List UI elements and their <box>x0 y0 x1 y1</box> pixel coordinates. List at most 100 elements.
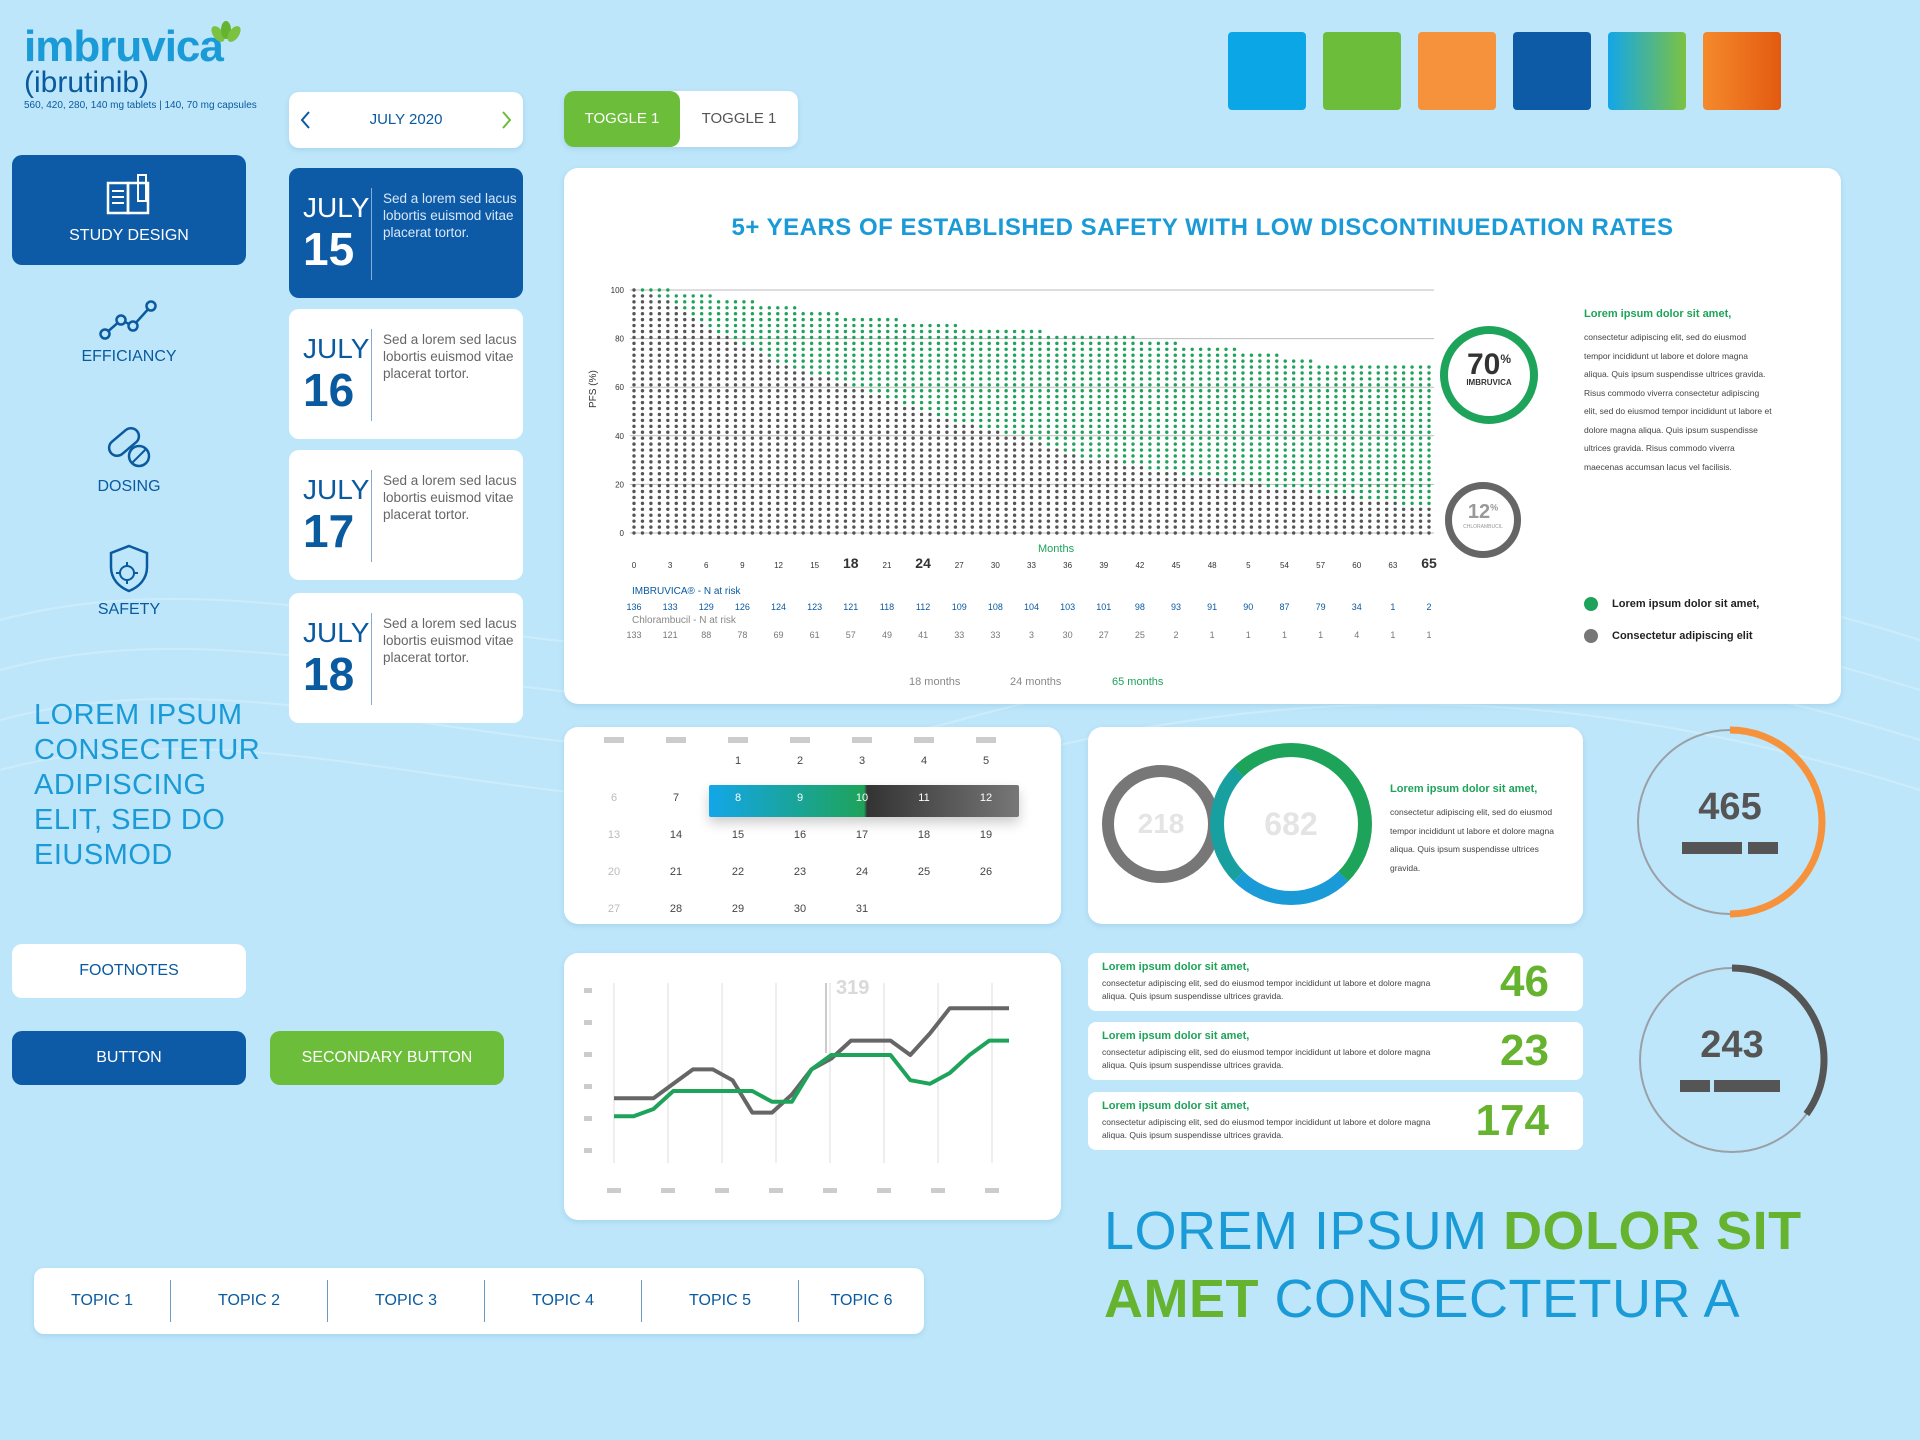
calendar-day[interactable]: 1 <box>734 755 742 767</box>
calendar-day[interactable]: 5 <box>982 755 990 767</box>
calendar-day[interactable]: 7 <box>672 792 680 804</box>
primary-button[interactable]: BUTTON <box>12 1031 246 1085</box>
pfs-dot <box>716 466 721 470</box>
calendar-day[interactable]: 22 <box>731 866 745 878</box>
pfs-dot <box>1114 466 1118 470</box>
calendar-day[interactable]: 17 <box>855 829 869 841</box>
pfs-dot <box>1308 466 1313 470</box>
nav-dosing[interactable]: DOSING <box>12 402 246 512</box>
calendar-day[interactable]: 19 <box>979 829 993 841</box>
pfs-dot <box>1063 353 1068 357</box>
calendar-day[interactable]: 3 <box>858 755 866 767</box>
calendar-day[interactable]: 14 <box>669 829 683 841</box>
calendar-day[interactable]: 15 <box>731 829 745 841</box>
nav-efficiancy[interactable]: EFFICIANCY <box>12 280 246 390</box>
pfs-dot <box>733 519 738 523</box>
calendar-day[interactable]: 16 <box>793 829 807 841</box>
calendar-day[interactable]: 18 <box>917 829 931 841</box>
pfs-dot <box>1004 507 1008 511</box>
calendar-day[interactable]: 13 <box>607 829 621 841</box>
pfs-dot <box>742 519 746 523</box>
topic-tab[interactable]: TOPIC 3 <box>375 1292 437 1309</box>
topic-tab[interactable]: TOPIC 6 <box>830 1292 893 1309</box>
color-swatch[interactable] <box>1418 32 1496 110</box>
calendar-day[interactable]: 2 <box>796 755 804 767</box>
pfs-dot <box>708 501 712 506</box>
calendar-day[interactable]: 6 <box>610 792 618 804</box>
calendar-day[interactable]: 23 <box>793 866 807 878</box>
chevron-right-icon[interactable] <box>499 110 513 130</box>
chevron-left-icon[interactable] <box>299 110 313 130</box>
footnotes-button[interactable]: FOOTNOTES <box>12 944 246 998</box>
topic-tab[interactable]: TOPIC 1 <box>71 1292 133 1309</box>
pfs-dot <box>1317 501 1321 506</box>
pfs-dot <box>911 519 915 523</box>
pfs-dot <box>1266 454 1271 458</box>
logo-generic: (ibrutinib) <box>24 66 150 99</box>
pfs-dot <box>894 525 898 529</box>
topic-tab[interactable]: TOPIC 5 <box>689 1292 751 1309</box>
calendar-day[interactable]: 10 <box>855 792 869 804</box>
color-swatch[interactable] <box>1323 32 1401 110</box>
risk-value-chlorambucil: 1 <box>1210 630 1215 640</box>
pfs-dot <box>759 466 763 470</box>
pfs-dot <box>911 483 915 488</box>
topic-tab[interactable]: TOPIC 2 <box>218 1292 280 1309</box>
pfs-dot <box>1215 371 1220 375</box>
calendar-day[interactable]: 31 <box>855 903 869 915</box>
pfs-dot <box>632 400 636 405</box>
pfs-dot <box>691 377 695 381</box>
pfs-dot <box>1207 525 1211 529</box>
pfs-dot <box>1012 365 1017 369</box>
calendar-day[interactable]: 8 <box>734 792 742 804</box>
pfs-dot <box>1376 377 1380 381</box>
date-card[interactable]: JULY 17 Sed a lorem sed lacus lobortis e… <box>289 450 523 580</box>
color-swatch[interactable] <box>1228 32 1306 110</box>
pfs-dot <box>987 371 991 375</box>
pfs-dot <box>894 418 898 423</box>
color-swatch[interactable] <box>1608 32 1686 110</box>
date-card[interactable]: JULY 15 Sed a lorem sed lacus lobortis e… <box>289 168 523 298</box>
pfs-dot <box>1215 495 1220 500</box>
pfs-dot <box>716 365 721 369</box>
calendar-day[interactable]: 26 <box>979 866 993 878</box>
calendar-day[interactable]: 9 <box>796 792 804 804</box>
pfs-dot <box>1258 412 1262 417</box>
pfs-dot <box>1410 489 1414 494</box>
pfs-dot <box>1401 483 1406 488</box>
pfs-dot <box>1165 513 1169 517</box>
pfs-dot <box>1148 454 1152 458</box>
footer-tab-24[interactable]: 24 months <box>1010 676 1062 688</box>
pfs-dot <box>1012 389 1017 393</box>
calendar-day[interactable]: 12 <box>979 792 993 804</box>
calendar-day[interactable]: 29 <box>731 903 745 915</box>
date-card[interactable]: JULY 18 Sed a lorem sed lacus lobortis e… <box>289 593 523 723</box>
color-swatch[interactable] <box>1513 32 1591 110</box>
color-swatch[interactable] <box>1703 32 1781 110</box>
pfs-dot <box>666 483 670 488</box>
topic-tab[interactable]: TOPIC 4 <box>532 1292 594 1309</box>
footer-tab-65[interactable]: 65 months <box>1112 676 1164 688</box>
calendar-day[interactable]: 4 <box>920 755 928 767</box>
calendar-day[interactable]: 21 <box>669 866 683 878</box>
calendar-day[interactable]: 20 <box>607 866 621 878</box>
calendar-day[interactable]: 28 <box>669 903 683 915</box>
calendar-day[interactable]: 30 <box>793 903 807 915</box>
calendar-day[interactable]: 24 <box>855 866 869 878</box>
pfs-dot <box>632 365 636 369</box>
calendar-day[interactable]: 27 <box>607 903 621 915</box>
pfs-dot <box>928 489 932 494</box>
toggle-on[interactable]: TOGGLE 1 <box>564 91 680 147</box>
pfs-dot <box>666 424 670 429</box>
nav-study-design[interactable]: STUDY DESIGN <box>12 155 246 265</box>
pfs-dot <box>1258 448 1262 452</box>
secondary-button[interactable]: SECONDARY BUTTON <box>270 1031 504 1085</box>
calendar-day[interactable]: 11 <box>918 792 930 804</box>
nav-safety[interactable]: SAFETY <box>12 525 246 635</box>
footer-tab-18[interactable]: 18 months <box>909 676 961 688</box>
calendar-day[interactable]: 25 <box>917 866 931 878</box>
pfs-dot <box>1012 495 1017 500</box>
date-card[interactable]: JULY 16 Sed a lorem sed lacus lobortis e… <box>289 309 523 439</box>
toggle-off[interactable]: TOGGLE 1 <box>701 110 777 127</box>
pfs-dot <box>1080 359 1084 363</box>
